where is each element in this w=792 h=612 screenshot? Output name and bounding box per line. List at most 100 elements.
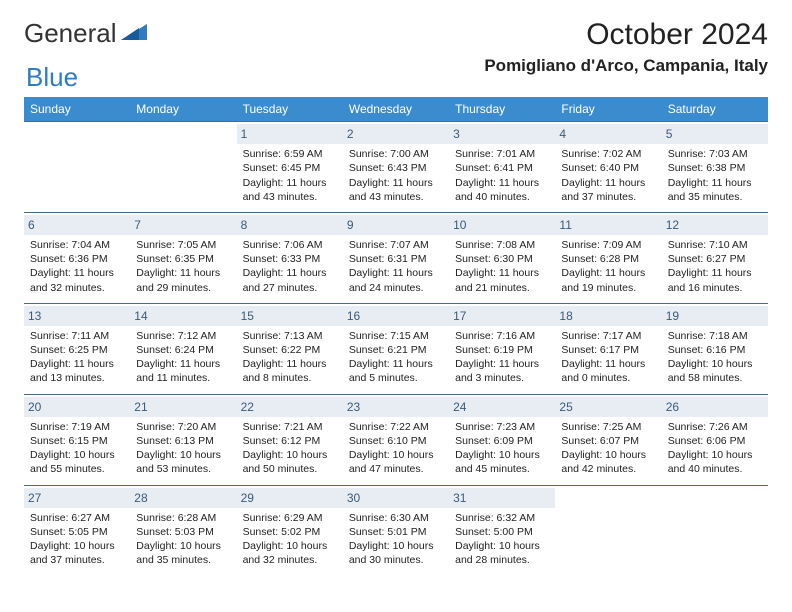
dow-header: Monday	[130, 97, 236, 122]
sunrise-line: Sunrise: 7:12 AM	[136, 329, 230, 343]
sunset-line: Sunset: 6:41 PM	[455, 161, 549, 175]
daylight-line-2: and 32 minutes.	[30, 281, 124, 295]
day-cell: 9Sunrise: 7:07 AMSunset: 6:31 PMDaylight…	[343, 212, 449, 303]
daylight-line-2: and 43 minutes.	[243, 190, 337, 204]
daylight-line-2: and 16 minutes.	[668, 281, 762, 295]
week-row: 20Sunrise: 7:19 AMSunset: 6:15 PMDayligh…	[24, 394, 768, 485]
month-title: October 2024	[484, 18, 768, 52]
day-number: 20	[24, 397, 130, 417]
sunset-line: Sunset: 6:13 PM	[136, 434, 230, 448]
daylight-line-1: Daylight: 11 hours	[349, 176, 443, 190]
sunset-line: Sunset: 6:27 PM	[668, 252, 762, 266]
daylight-line-1: Daylight: 11 hours	[30, 357, 124, 371]
dow-header: Thursday	[449, 97, 555, 122]
day-cell: 23Sunrise: 7:22 AMSunset: 6:10 PMDayligh…	[343, 394, 449, 485]
daylight-line-1: Daylight: 10 hours	[349, 448, 443, 462]
day-cell: 20Sunrise: 7:19 AMSunset: 6:15 PMDayligh…	[24, 394, 130, 485]
day-number: 6	[24, 215, 130, 235]
day-number: 21	[130, 397, 236, 417]
day-cell: 12Sunrise: 7:10 AMSunset: 6:27 PMDayligh…	[662, 212, 768, 303]
sunrise-line: Sunrise: 7:06 AM	[243, 238, 337, 252]
daylight-line-1: Daylight: 10 hours	[243, 448, 337, 462]
day-number: 9	[343, 215, 449, 235]
sunset-line: Sunset: 5:02 PM	[243, 525, 337, 539]
logo-triangle-icon	[121, 18, 149, 49]
sunset-line: Sunset: 6:12 PM	[243, 434, 337, 448]
sunset-line: Sunset: 6:24 PM	[136, 343, 230, 357]
day-cell: 25Sunrise: 7:25 AMSunset: 6:07 PMDayligh…	[555, 394, 661, 485]
daylight-line-2: and 21 minutes.	[455, 281, 549, 295]
day-cell: 27Sunrise: 6:27 AMSunset: 5:05 PMDayligh…	[24, 485, 130, 575]
day-cell: 17Sunrise: 7:16 AMSunset: 6:19 PMDayligh…	[449, 303, 555, 394]
sunset-line: Sunset: 6:43 PM	[349, 161, 443, 175]
day-number: 19	[662, 306, 768, 326]
daylight-line-1: Daylight: 11 hours	[561, 176, 655, 190]
sunset-line: Sunset: 6:10 PM	[349, 434, 443, 448]
sunrise-line: Sunrise: 6:29 AM	[243, 511, 337, 525]
day-cell: 2Sunrise: 7:00 AMSunset: 6:43 PMDaylight…	[343, 122, 449, 213]
day-number: 14	[130, 306, 236, 326]
daylight-line-2: and 5 minutes.	[349, 371, 443, 385]
daylight-line-2: and 42 minutes.	[561, 462, 655, 476]
sunrise-line: Sunrise: 6:27 AM	[30, 511, 124, 525]
day-cell: 10Sunrise: 7:08 AMSunset: 6:30 PMDayligh…	[449, 212, 555, 303]
logo: General	[24, 18, 149, 49]
day-number: 4	[555, 124, 661, 144]
day-cell: 1Sunrise: 6:59 AMSunset: 6:45 PMDaylight…	[237, 122, 343, 213]
sunset-line: Sunset: 6:09 PM	[455, 434, 549, 448]
day-number: 8	[237, 215, 343, 235]
daylight-line-2: and 29 minutes.	[136, 281, 230, 295]
day-cell: 15Sunrise: 7:13 AMSunset: 6:22 PMDayligh…	[237, 303, 343, 394]
daylight-line-2: and 55 minutes.	[30, 462, 124, 476]
daylight-line-1: Daylight: 11 hours	[668, 266, 762, 280]
day-cell: 13Sunrise: 7:11 AMSunset: 6:25 PMDayligh…	[24, 303, 130, 394]
daylight-line-2: and 45 minutes.	[455, 462, 549, 476]
day-number: 7	[130, 215, 236, 235]
daylight-line-2: and 47 minutes.	[349, 462, 443, 476]
day-number: 5	[662, 124, 768, 144]
daylight-line-1: Daylight: 10 hours	[136, 448, 230, 462]
sunrise-line: Sunrise: 7:19 AM	[30, 420, 124, 434]
daylight-line-2: and 28 minutes.	[455, 553, 549, 567]
day-cell: 3Sunrise: 7:01 AMSunset: 6:41 PMDaylight…	[449, 122, 555, 213]
sunrise-line: Sunrise: 7:11 AM	[30, 329, 124, 343]
day-cell: 28Sunrise: 6:28 AMSunset: 5:03 PMDayligh…	[130, 485, 236, 575]
day-cell: 18Sunrise: 7:17 AMSunset: 6:17 PMDayligh…	[555, 303, 661, 394]
day-number: 16	[343, 306, 449, 326]
day-number: 3	[449, 124, 555, 144]
sunrise-line: Sunrise: 7:23 AM	[455, 420, 549, 434]
day-number: 13	[24, 306, 130, 326]
daylight-line-1: Daylight: 10 hours	[349, 539, 443, 553]
dow-header: Friday	[555, 97, 661, 122]
daylight-line-2: and 19 minutes.	[561, 281, 655, 295]
sunrise-line: Sunrise: 7:05 AM	[136, 238, 230, 252]
day-number: 1	[237, 124, 343, 144]
sunrise-line: Sunrise: 7:13 AM	[243, 329, 337, 343]
sunset-line: Sunset: 5:03 PM	[136, 525, 230, 539]
daylight-line-1: Daylight: 11 hours	[136, 357, 230, 371]
daylight-line-1: Daylight: 10 hours	[30, 539, 124, 553]
day-cell: 4Sunrise: 7:02 AMSunset: 6:40 PMDaylight…	[555, 122, 661, 213]
week-row: 6Sunrise: 7:04 AMSunset: 6:36 PMDaylight…	[24, 212, 768, 303]
sunset-line: Sunset: 5:01 PM	[349, 525, 443, 539]
daylight-line-1: Daylight: 11 hours	[561, 357, 655, 371]
sunset-line: Sunset: 6:35 PM	[136, 252, 230, 266]
dow-header: Wednesday	[343, 97, 449, 122]
daylight-line-2: and 3 minutes.	[455, 371, 549, 385]
sunset-line: Sunset: 6:31 PM	[349, 252, 443, 266]
daylight-line-2: and 24 minutes.	[349, 281, 443, 295]
day-number: 26	[662, 397, 768, 417]
day-number: 22	[237, 397, 343, 417]
day-cell: 24Sunrise: 7:23 AMSunset: 6:09 PMDayligh…	[449, 394, 555, 485]
calendar-body: 1Sunrise: 6:59 AMSunset: 6:45 PMDaylight…	[24, 122, 768, 576]
daylight-line-1: Daylight: 10 hours	[455, 539, 549, 553]
sunset-line: Sunset: 5:05 PM	[30, 525, 124, 539]
empty-cell	[662, 485, 768, 575]
sunrise-line: Sunrise: 7:18 AM	[668, 329, 762, 343]
sunset-line: Sunset: 6:45 PM	[243, 161, 337, 175]
sunset-line: Sunset: 6:30 PM	[455, 252, 549, 266]
day-number: 29	[237, 488, 343, 508]
daylight-line-1: Daylight: 10 hours	[30, 448, 124, 462]
sunset-line: Sunset: 6:38 PM	[668, 161, 762, 175]
daylight-line-2: and 30 minutes.	[349, 553, 443, 567]
